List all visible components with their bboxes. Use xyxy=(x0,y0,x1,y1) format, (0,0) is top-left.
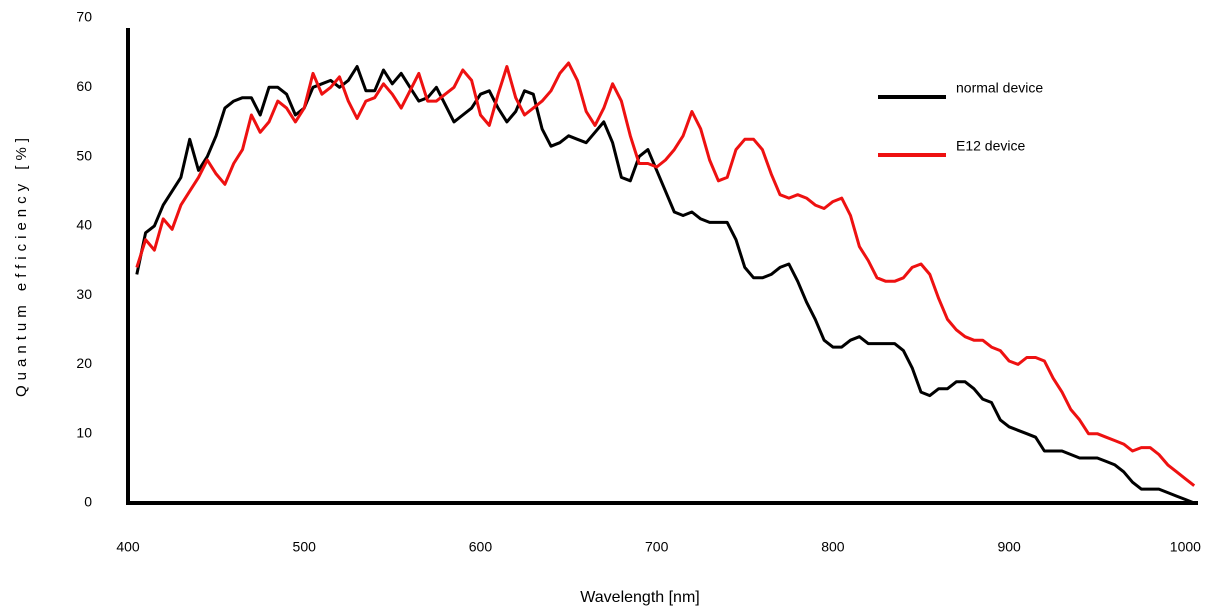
y-tick-label: 10 xyxy=(76,424,92,440)
y-tick-label: 50 xyxy=(76,147,92,163)
y-tick-label: 0 xyxy=(84,494,92,510)
x-tick-label: 700 xyxy=(645,539,669,555)
x-tick-label: 600 xyxy=(469,539,493,555)
legend-label: E12 device xyxy=(956,138,1025,154)
x-tick-label: 500 xyxy=(293,539,317,555)
data-line xyxy=(135,61,1196,487)
x-tick-label: 1000 xyxy=(1170,539,1201,555)
y-tick-label: 20 xyxy=(76,355,92,371)
y-tick-label: 40 xyxy=(76,217,92,233)
x-tick-label: 800 xyxy=(821,539,845,555)
y-axis-label: Quantum efficiency [%] xyxy=(13,133,30,397)
data-line xyxy=(135,65,1195,505)
legend-label: normal device xyxy=(956,80,1043,96)
y-tick-label: 30 xyxy=(76,286,92,302)
y-tick-label: 60 xyxy=(76,78,92,94)
x-tick-label: 900 xyxy=(997,539,1021,555)
y-tick-label: 70 xyxy=(76,9,92,25)
x-axis-label: Wavelength [nm] xyxy=(580,589,699,606)
x-tick-label: 400 xyxy=(116,539,140,555)
